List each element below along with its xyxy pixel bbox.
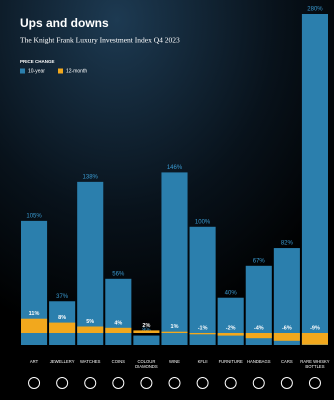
bar-10-year [105, 278, 132, 345]
category-label: COLOUR DIAMONDS [135, 359, 158, 369]
value-label-12-month: 11% [29, 311, 40, 317]
bar-12-month [189, 333, 216, 335]
category-label: RARE WHISKY BOTTLES [300, 359, 330, 369]
legend-swatch [58, 68, 63, 74]
category-label: CARS [281, 359, 293, 364]
value-label-12-month: -1% [198, 325, 208, 331]
bar-12-month [77, 326, 104, 333]
value-label-10-year: 138% [83, 174, 99, 180]
bar-10-year [301, 14, 328, 345]
bar-12-month [245, 333, 272, 339]
category-icon [28, 377, 41, 389]
value-label-10-year: 67% [253, 258, 266, 264]
value-label-12-month: 4% [114, 320, 122, 326]
bar-10-year [161, 172, 188, 345]
category-icon [140, 377, 153, 389]
value-label-12-month: 8% [58, 315, 66, 321]
bar-12-month [217, 333, 244, 336]
category-label: HANDBAGS [247, 359, 271, 364]
bar-10-year [273, 248, 300, 345]
bar-12-month [301, 333, 328, 345]
value-label-12-month: 5% [86, 319, 94, 325]
value-label-10-year: 40% [225, 290, 238, 296]
bar-10-year [245, 265, 272, 345]
category-label: KFLII [198, 359, 208, 364]
legend-title: PRICE CHANGE [20, 59, 55, 64]
category-label: ART [30, 359, 39, 364]
bar-10-year [217, 297, 244, 345]
category-label: COINS [112, 359, 125, 364]
category-icon [196, 377, 209, 389]
category-icon [56, 377, 69, 389]
value-label-12-month: 2% [142, 323, 150, 329]
category-label: FURNITURE [219, 359, 243, 364]
bar-12-month [105, 327, 132, 333]
bar-12-month [49, 322, 76, 333]
value-label-10-year: 105% [26, 213, 42, 219]
category-icon [112, 377, 125, 389]
value-label-12-month: 1% [171, 324, 179, 330]
value-label-12-month: -9% [310, 325, 320, 331]
legend-label: 12-month [66, 68, 87, 74]
category-icon [252, 377, 265, 389]
bar-10-year [133, 335, 160, 345]
value-label-10-year: 100% [195, 219, 211, 225]
value-label-12-month: -6% [282, 325, 292, 331]
category-label: WATCHES [80, 359, 101, 364]
legend-swatch [20, 68, 25, 74]
value-label-10-year: 146% [167, 165, 183, 171]
value-label-10-year: 37% [56, 294, 69, 300]
value-label-12-month: -2% [226, 325, 236, 331]
chart-title: Ups and downs [20, 16, 109, 30]
bar-12-month [161, 331, 188, 333]
legend-label: 10-year [28, 68, 45, 74]
category-icon [168, 377, 181, 389]
value-label-10-year: 82% [281, 241, 294, 247]
category-icon [308, 377, 321, 389]
bar-10-year [189, 226, 216, 345]
value-label-12-month: -4% [254, 325, 264, 331]
bar-12-month [21, 318, 48, 333]
value-label-10-year: 280% [307, 7, 323, 13]
category-icon [224, 377, 237, 389]
category-icon [280, 377, 293, 389]
chart-subtitle: The Knight Frank Luxury Investment Index… [20, 36, 180, 45]
category-label: JEWELLERY [50, 359, 75, 364]
category-icon [84, 377, 97, 389]
bar-12-month [273, 333, 300, 341]
bar-10-year [77, 181, 104, 345]
bar-12-month [133, 330, 160, 333]
category-label: WINE [169, 359, 180, 364]
value-label-10-year: 56% [112, 271, 125, 277]
